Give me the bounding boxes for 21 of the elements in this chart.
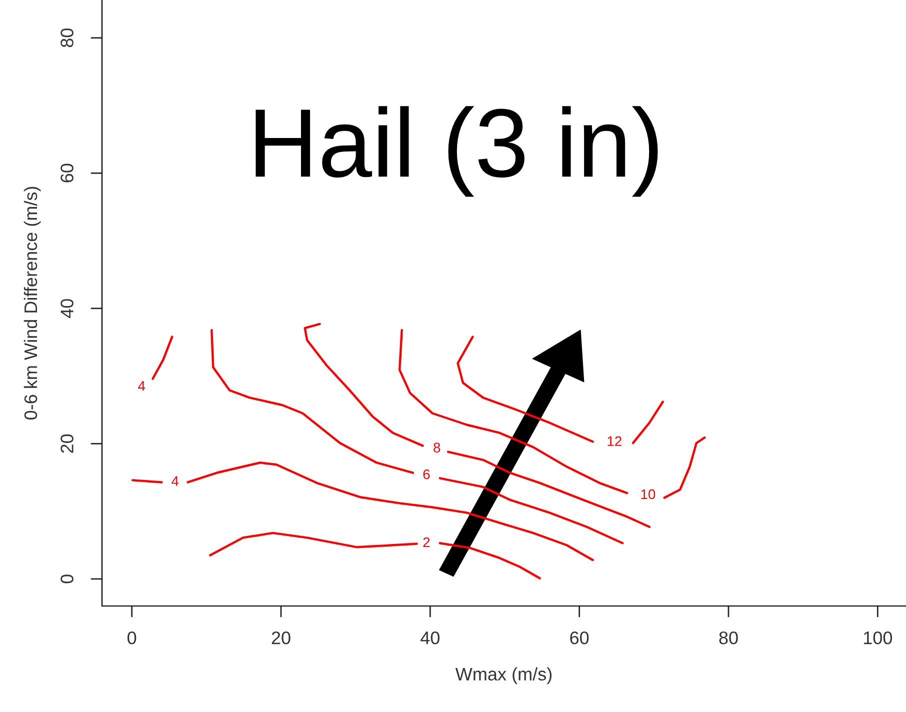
series-label: 12	[608, 436, 622, 446]
series-label: 4	[138, 381, 146, 391]
y-axis-title: 0-6 km Wind Difference (m/s)	[24, 186, 41, 420]
series-label: 8	[434, 442, 440, 452]
series-label: 6	[423, 469, 430, 480]
y-tick-label: 60	[60, 164, 74, 182]
y-tick-label: 0	[60, 574, 74, 584]
x-tick-label: 20	[272, 631, 290, 644]
y-tick-label: 20	[60, 434, 74, 453]
x-axis-title: Wmax (m/s)	[455, 667, 552, 684]
y-tick-label: 40	[60, 299, 74, 318]
x-tick-label: 60	[570, 631, 589, 644]
series-label: 10	[641, 489, 656, 500]
series-label: 4	[172, 476, 179, 486]
text: Hail (3 in)	[256, 106, 658, 197]
series-label: 2	[423, 537, 430, 548]
x-tick-label: 0	[128, 631, 136, 644]
x-tick-label: 40	[420, 631, 440, 644]
y-tick-label: 80	[60, 28, 74, 48]
x-tick-label: 100	[864, 631, 892, 644]
x-tick-label: 80	[719, 631, 738, 644]
